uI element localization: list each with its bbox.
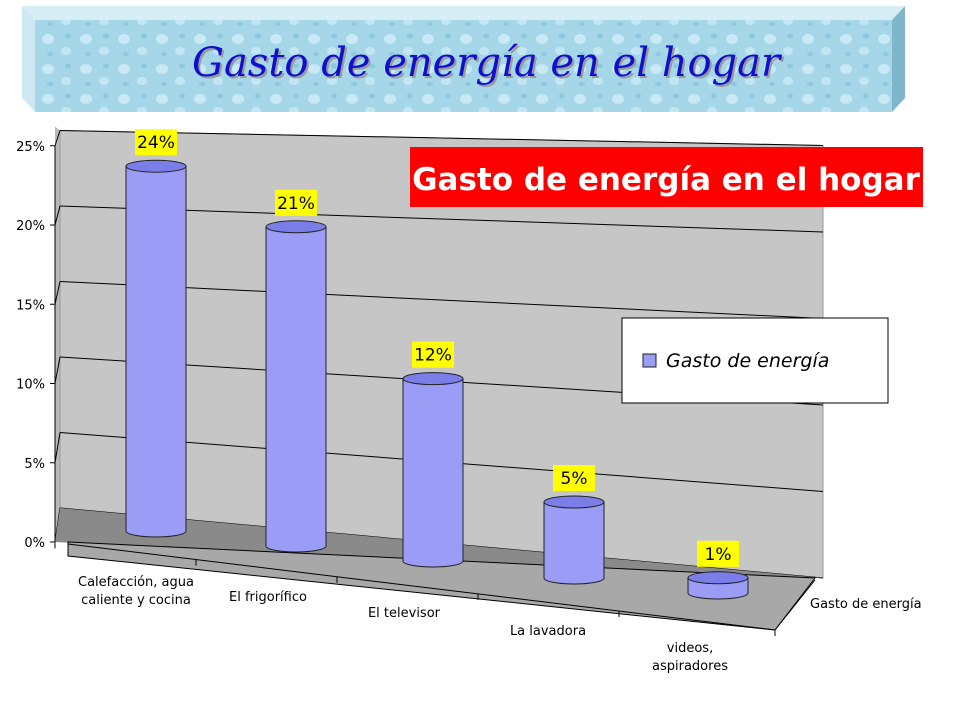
depth-axis-line (774, 579, 816, 631)
bar-top (402, 372, 464, 386)
bar (687, 571, 749, 600)
bar-body (265, 226, 327, 553)
bar-body (543, 501, 605, 585)
x-tick-label: Calefacción, agua (78, 575, 194, 590)
bar (265, 220, 327, 553)
gridline-side (54, 130, 61, 146)
data-label: 1% (705, 545, 732, 565)
gridline-side (54, 356, 61, 384)
y-tick-label: 15% (16, 298, 45, 313)
y-tick-label: 25% (16, 140, 45, 155)
y-tick-label: 0% (24, 536, 45, 551)
bar-series (125, 159, 749, 600)
chart-title-box: Gasto de energía en el hogar (410, 147, 923, 207)
x-tick-label: aspiradores (652, 659, 728, 674)
title-banner: Gasto de energía en el hogar (0, 0, 960, 120)
legend-swatch (642, 353, 657, 368)
gridline (59, 205, 824, 233)
data-label-box (697, 540, 739, 567)
data-label-box (412, 341, 454, 368)
gridline (59, 130, 824, 146)
legend: Gasto de energía (621, 317, 889, 404)
gridline-side (54, 281, 61, 305)
x-tick-label: El frigorífico (229, 590, 307, 605)
x-tick-label: videos, (667, 641, 713, 656)
y-tick-label: 10% (16, 378, 45, 393)
chart-title: Gasto de energía en el hogar (412, 162, 920, 198)
y-tick-label: 20% (16, 219, 45, 234)
bar-top (687, 571, 749, 585)
bar (125, 159, 187, 538)
x-tick-label: El televisor (368, 606, 441, 621)
bar-top (125, 159, 187, 173)
bar-top (265, 220, 327, 234)
y-tick-label: 5% (24, 457, 45, 472)
data-label: 24% (137, 133, 175, 153)
data-label-box (135, 129, 177, 156)
data-labels: 24% 21% 12% 5% 1% (135, 129, 739, 567)
bar-body (125, 165, 187, 538)
chart-title-background (410, 147, 923, 207)
x-tick-label: La lavadora (510, 624, 586, 639)
gridline (59, 281, 824, 319)
data-label: 5% (561, 469, 588, 489)
banner-title: Gasto de energía en el hogar (192, 40, 781, 86)
bar-top (543, 495, 605, 509)
legend-box (621, 317, 889, 404)
bar (402, 372, 464, 568)
x-tick-label: caliente y cocina (81, 593, 191, 608)
data-label-box (275, 189, 317, 216)
bar (543, 495, 605, 585)
legend-label: Gasto de energía (666, 350, 829, 372)
y-axis: 0% 5% 10% 15% 20% 25% (16, 140, 56, 551)
depth-axis-label: Gasto de energía (810, 597, 922, 612)
gridline-side (54, 432, 61, 463)
bar-body (402, 378, 464, 568)
side-wall (55, 126, 60, 542)
data-label: 12% (414, 346, 452, 366)
gridline-side (54, 205, 61, 226)
data-label: 21% (277, 194, 315, 214)
banner-background (22, 6, 905, 112)
x-axis-line (67, 543, 776, 631)
x-axis: Gasto de energía Calefacción, agua calient… (54, 542, 922, 674)
data-label-box (553, 465, 595, 491)
